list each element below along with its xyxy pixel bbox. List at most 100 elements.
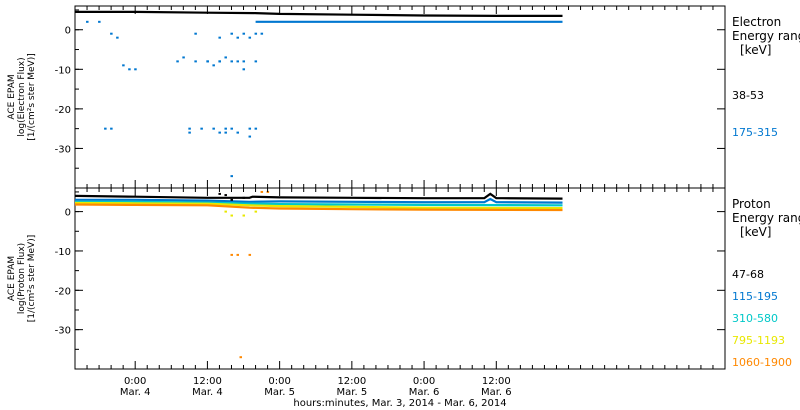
scatter-point	[134, 68, 137, 71]
scatter-point	[224, 127, 227, 130]
x-tick-label-date: Mar. 6	[409, 387, 440, 398]
y-axis-label-line: log(Electron Flux)	[17, 57, 27, 136]
x-tick-label-date: Mar. 4	[120, 387, 151, 398]
scatter-point	[254, 210, 258, 213]
scatter-point	[236, 36, 239, 39]
y-axis-label-line: ACE EPAM	[7, 256, 17, 301]
x-tick-label-date: Mar. 4	[192, 387, 223, 398]
scatter-point	[218, 131, 221, 134]
x-tick-label-time: 12:00	[482, 376, 511, 387]
scatter-point	[194, 32, 197, 35]
scatter-point	[98, 20, 101, 23]
scatter-point	[224, 194, 227, 197]
scatter-point	[248, 253, 252, 256]
y-tick-label: -10	[55, 247, 71, 258]
scatter-point	[230, 175, 233, 178]
scatter-point	[218, 60, 221, 63]
electron-y-axis-label: ACE EPAM log(Electron Flux) [1/(cm²s ster …	[7, 53, 37, 140]
scatter-point	[104, 127, 107, 130]
y-tick-label: -30	[55, 144, 71, 155]
scatter-point	[110, 127, 113, 130]
scatter-point	[230, 60, 233, 63]
series-line-1060-1900	[74, 203, 563, 212]
y-tick-label: -30	[55, 326, 71, 337]
proton-y-axis-label: ACE EPAM log(Proton Flux) [1/(cm²s ster Me…	[7, 235, 37, 322]
scatter-point	[248, 36, 252, 39]
scatter-point	[248, 135, 252, 138]
y-axis-label-line: log(Proton Flux)	[17, 243, 27, 314]
scatter-point	[230, 253, 233, 256]
scatter-point	[254, 127, 258, 130]
scatter-point	[116, 36, 119, 39]
legend-entry-115-195: 115-195	[732, 290, 778, 303]
legend-entry-175-315: 175-315	[732, 126, 778, 139]
scatter-point	[242, 60, 246, 63]
scatter-point	[122, 64, 125, 67]
proton-y-ticks: 0 -10 -20 -30	[55, 191, 725, 350]
scatter-point	[242, 214, 246, 217]
y-axis-label-line: [1/(cm²s ster MeV)]	[27, 235, 37, 322]
legend-title-line: [keV]	[740, 43, 771, 57]
y-tick-label: -20	[55, 105, 71, 116]
scatter-point	[242, 68, 246, 71]
y-tick-label: 0	[65, 26, 71, 37]
legend-entry-38-53: 38-53	[732, 89, 764, 102]
scatter-point	[254, 60, 258, 63]
scatter-point	[206, 60, 209, 63]
legend-title-line: [keV]	[740, 225, 771, 239]
scatter-point	[176, 60, 179, 63]
legend-entry-795-1193: 795-1193	[732, 334, 785, 347]
series-line-310-580	[75, 200, 563, 207]
legend-entry-1060-1900: 1060-1900	[732, 356, 792, 369]
legend-title-line: Energy range	[732, 211, 800, 225]
electron-y-ticks: 0 -10 -20 -30	[55, 9, 725, 169]
scatter-point	[236, 131, 239, 134]
x-tick-label-time: 12:00	[193, 376, 222, 387]
scatter-point	[200, 127, 203, 130]
legend-title-line: Electron	[732, 15, 781, 29]
series-line-47-68	[74, 192, 563, 200]
series-line-795-1193	[74, 201, 563, 210]
y-tick-label: -20	[55, 286, 71, 297]
scatter-point	[218, 192, 221, 195]
scatter-point	[248, 127, 252, 130]
scatter-point	[242, 196, 246, 199]
scatter-point	[194, 60, 197, 63]
x-axis-label: hours:minutes, Mar. 3, 2014 - Mar. 6, 20…	[293, 398, 506, 409]
x-tick-label-date: Mar. 5	[264, 387, 295, 398]
y-tick-label: -10	[55, 65, 71, 76]
scatter-point	[182, 56, 185, 59]
scatter-point	[224, 56, 227, 59]
scatter-point	[218, 36, 221, 39]
scatter-point	[230, 214, 233, 217]
legend-title-line: Energy range	[732, 29, 800, 43]
scatter-point	[188, 131, 191, 134]
x-tick-label-time: 0:00	[413, 376, 435, 387]
scatter-point	[239, 356, 243, 359]
scatter-point	[86, 20, 89, 23]
y-axis-label-line: [1/(cm²s ster MeV)]	[27, 53, 37, 140]
scatter-point	[254, 32, 258, 35]
scatter-point	[110, 32, 113, 35]
scatter-point	[260, 190, 264, 193]
scatter-point	[242, 32, 246, 35]
y-tick-label: 0	[65, 208, 71, 219]
scatter-point	[230, 127, 233, 130]
series-line-115-195	[75, 197, 563, 204]
electron-scatter	[86, 20, 264, 178]
x-tick-label-date: Mar. 5	[337, 387, 368, 398]
scatter-point	[212, 127, 215, 130]
scatter-point	[224, 210, 227, 213]
scatter-point	[230, 198, 233, 201]
scatter-point	[212, 64, 215, 67]
scatter-point	[188, 127, 191, 130]
legend-title-line: Proton	[732, 197, 771, 211]
legend-entry-310-580: 310-580	[732, 312, 778, 325]
scatter-point	[224, 131, 227, 134]
scatter-point	[230, 32, 233, 35]
scatter-point	[128, 68, 131, 71]
